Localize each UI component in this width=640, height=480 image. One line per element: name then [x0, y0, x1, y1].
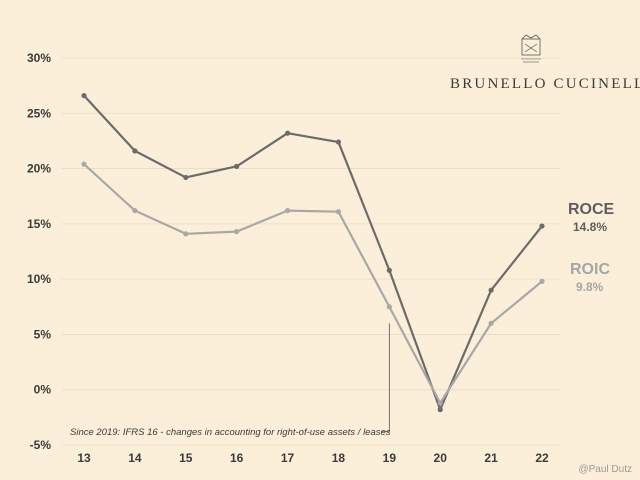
crest-icon	[521, 34, 541, 63]
data-point-roic	[81, 161, 87, 167]
y-tick-label: 5%	[34, 327, 52, 341]
y-tick-label: -5%	[30, 438, 52, 452]
y-axis-ticks: -5% 0% 5% 10% 15% 20% 25% 30%	[27, 51, 51, 452]
data-point-roce	[386, 267, 392, 273]
data-point-roce	[488, 287, 494, 293]
x-tick-label: 20	[434, 451, 448, 465]
series-line-roic	[83, 163, 543, 405]
data-point-roic	[234, 228, 240, 235]
y-tick-label: 30%	[27, 51, 51, 65]
data-point-roic	[183, 231, 189, 237]
series-line-roce	[83, 94, 543, 411]
series-label-roce: ROCE	[568, 201, 615, 218]
annotation-text: Since 2019: IFRS 16 - changes in account…	[70, 427, 391, 438]
y-tick-label: 20%	[27, 162, 51, 176]
x-tick-label: 16	[230, 451, 244, 465]
data-point-roic	[437, 400, 443, 406]
brand-name: BRUNELLO CUCINELLI	[450, 76, 640, 92]
data-point-roic	[335, 209, 342, 215]
y-tick-label: 25%	[27, 106, 51, 120]
x-tick-label: 13	[77, 451, 91, 465]
data-point-roce	[437, 407, 443, 413]
data-point-roce	[183, 174, 189, 181]
series-end-value-roce: 14.8%	[573, 220, 607, 234]
data-point-roce	[132, 148, 138, 154]
x-tick-label: 14	[128, 451, 142, 465]
y-tick-label: 0%	[34, 383, 52, 397]
x-tick-label: 18	[332, 451, 346, 465]
series-lines	[81, 92, 545, 413]
x-tick-label: 22	[535, 451, 549, 465]
data-point-roic	[488, 320, 494, 326]
annotation: Since 2019: IFRS 16 - changes in account…	[70, 323, 391, 438]
data-point-roce	[234, 163, 240, 169]
y-tick-label: 15%	[27, 217, 51, 231]
data-point-roce	[335, 139, 342, 145]
data-point-roic	[386, 304, 392, 310]
data-point-roce	[539, 223, 545, 229]
x-axis-ticks: 13 14 15 16 17 18 19 20 21 22	[77, 451, 549, 465]
data-point-roic	[284, 207, 291, 214]
x-tick-label: 15	[179, 451, 193, 465]
brand-logo: BRUNELLO CUCINELLI	[450, 34, 640, 92]
series-end-value-roic: 9.8%	[576, 280, 604, 294]
x-tick-label: 21	[484, 451, 498, 465]
series-label-roic: ROIC	[570, 261, 610, 278]
x-tick-label: 19	[383, 451, 397, 465]
data-point-roce	[81, 92, 87, 99]
data-point-roce	[284, 130, 291, 136]
credit-text: @Paul Dutz	[578, 464, 632, 475]
data-point-roic	[539, 278, 545, 284]
data-point-roic	[132, 207, 138, 214]
x-tick-label: 17	[281, 451, 295, 465]
grid-lines	[62, 57, 560, 446]
y-tick-label: 10%	[27, 272, 51, 286]
